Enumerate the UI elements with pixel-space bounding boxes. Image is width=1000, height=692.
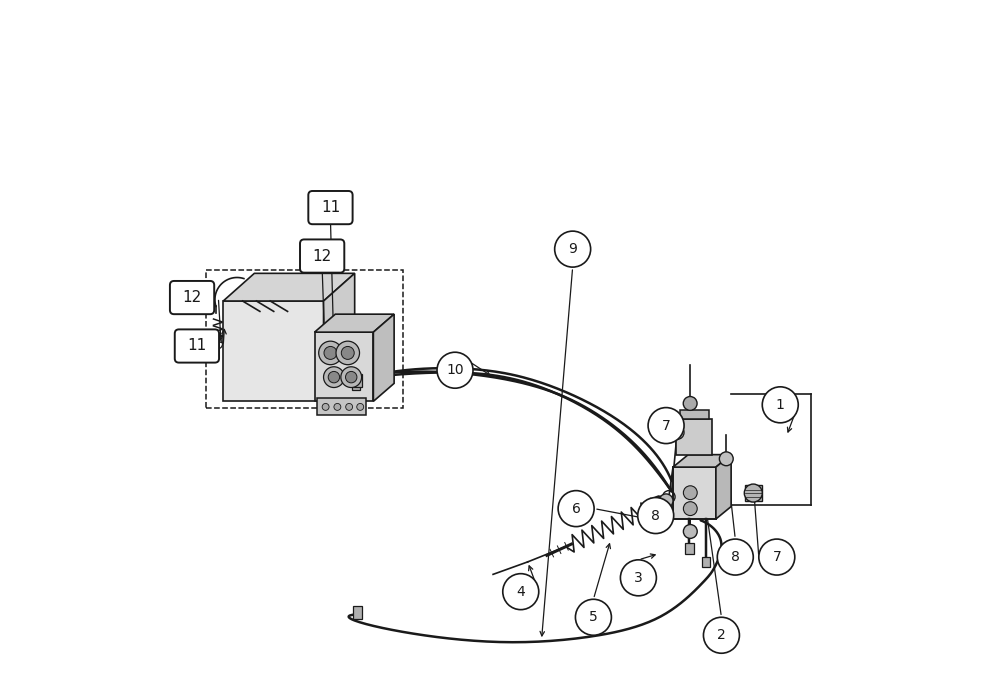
Circle shape bbox=[762, 387, 798, 423]
Circle shape bbox=[437, 352, 473, 388]
Text: 8: 8 bbox=[651, 509, 660, 522]
Polygon shape bbox=[716, 455, 731, 519]
Circle shape bbox=[575, 599, 611, 635]
Polygon shape bbox=[223, 273, 355, 301]
Circle shape bbox=[638, 498, 674, 534]
Circle shape bbox=[341, 367, 362, 388]
FancyBboxPatch shape bbox=[300, 239, 344, 273]
Bar bbox=[353, 606, 362, 619]
Circle shape bbox=[322, 403, 329, 410]
Circle shape bbox=[328, 372, 340, 383]
Bar bbox=[676, 419, 712, 455]
Text: 12: 12 bbox=[313, 248, 332, 264]
Bar bbox=[353, 374, 362, 387]
Text: 1: 1 bbox=[776, 398, 785, 412]
Circle shape bbox=[341, 347, 354, 359]
Circle shape bbox=[759, 539, 795, 575]
Bar bbox=[223, 301, 324, 401]
Circle shape bbox=[346, 403, 353, 410]
Circle shape bbox=[744, 484, 762, 502]
Circle shape bbox=[336, 341, 360, 365]
Circle shape bbox=[670, 426, 684, 439]
Text: 2: 2 bbox=[717, 628, 726, 642]
Circle shape bbox=[324, 347, 337, 359]
Circle shape bbox=[659, 494, 673, 508]
Circle shape bbox=[319, 341, 342, 365]
Text: 9: 9 bbox=[568, 242, 577, 256]
Text: 10: 10 bbox=[446, 363, 464, 377]
Bar bbox=[206, 270, 403, 408]
Text: 8: 8 bbox=[731, 550, 740, 564]
Circle shape bbox=[558, 491, 594, 527]
Bar bbox=[680, 410, 709, 419]
Circle shape bbox=[717, 539, 753, 575]
Circle shape bbox=[648, 408, 684, 444]
Circle shape bbox=[346, 372, 357, 383]
Text: 11: 11 bbox=[321, 200, 340, 215]
FancyBboxPatch shape bbox=[175, 329, 219, 363]
Bar bbox=[352, 379, 360, 390]
Bar bbox=[673, 467, 716, 519]
Circle shape bbox=[357, 403, 364, 410]
Text: 7: 7 bbox=[662, 419, 670, 432]
Bar bbox=[745, 484, 762, 501]
Polygon shape bbox=[315, 314, 394, 332]
Circle shape bbox=[683, 525, 697, 538]
FancyBboxPatch shape bbox=[308, 191, 353, 224]
Circle shape bbox=[683, 502, 697, 516]
Polygon shape bbox=[673, 455, 731, 467]
Polygon shape bbox=[324, 273, 355, 401]
Bar bbox=[315, 332, 373, 401]
Polygon shape bbox=[373, 314, 394, 401]
Text: 6: 6 bbox=[572, 502, 581, 516]
Circle shape bbox=[503, 574, 539, 610]
Circle shape bbox=[555, 231, 591, 267]
Circle shape bbox=[683, 486, 697, 500]
Circle shape bbox=[620, 560, 656, 596]
Circle shape bbox=[334, 403, 341, 410]
Circle shape bbox=[324, 367, 344, 388]
Text: 3: 3 bbox=[634, 571, 643, 585]
Bar bbox=[702, 557, 710, 567]
Text: 11: 11 bbox=[187, 338, 207, 354]
Circle shape bbox=[719, 452, 733, 466]
FancyBboxPatch shape bbox=[170, 281, 214, 314]
Text: 7: 7 bbox=[772, 550, 781, 564]
Text: 5: 5 bbox=[589, 610, 598, 624]
Text: 12: 12 bbox=[182, 290, 202, 305]
Bar bbox=[685, 543, 694, 554]
Circle shape bbox=[703, 617, 739, 653]
Text: 4: 4 bbox=[516, 585, 525, 599]
Bar bbox=[351, 379, 357, 392]
Circle shape bbox=[683, 397, 697, 410]
Bar bbox=[317, 398, 366, 415]
